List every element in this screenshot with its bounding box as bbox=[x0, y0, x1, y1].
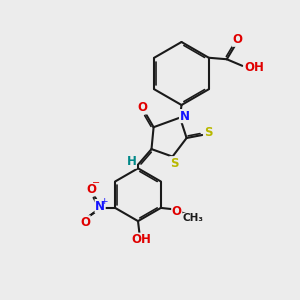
Text: O: O bbox=[232, 33, 242, 46]
Text: H: H bbox=[127, 155, 136, 168]
Text: OH: OH bbox=[131, 233, 151, 246]
Text: +: + bbox=[100, 197, 107, 206]
Text: S: S bbox=[204, 126, 212, 139]
Text: −: − bbox=[92, 178, 101, 188]
Text: N: N bbox=[95, 200, 105, 213]
Text: N: N bbox=[179, 110, 190, 123]
Text: CH₃: CH₃ bbox=[183, 213, 204, 224]
Text: O: O bbox=[80, 216, 90, 229]
Text: O: O bbox=[87, 183, 97, 196]
Text: O: O bbox=[137, 101, 147, 114]
Text: O: O bbox=[172, 205, 182, 218]
Text: OH: OH bbox=[244, 61, 264, 74]
Text: S: S bbox=[170, 157, 178, 170]
